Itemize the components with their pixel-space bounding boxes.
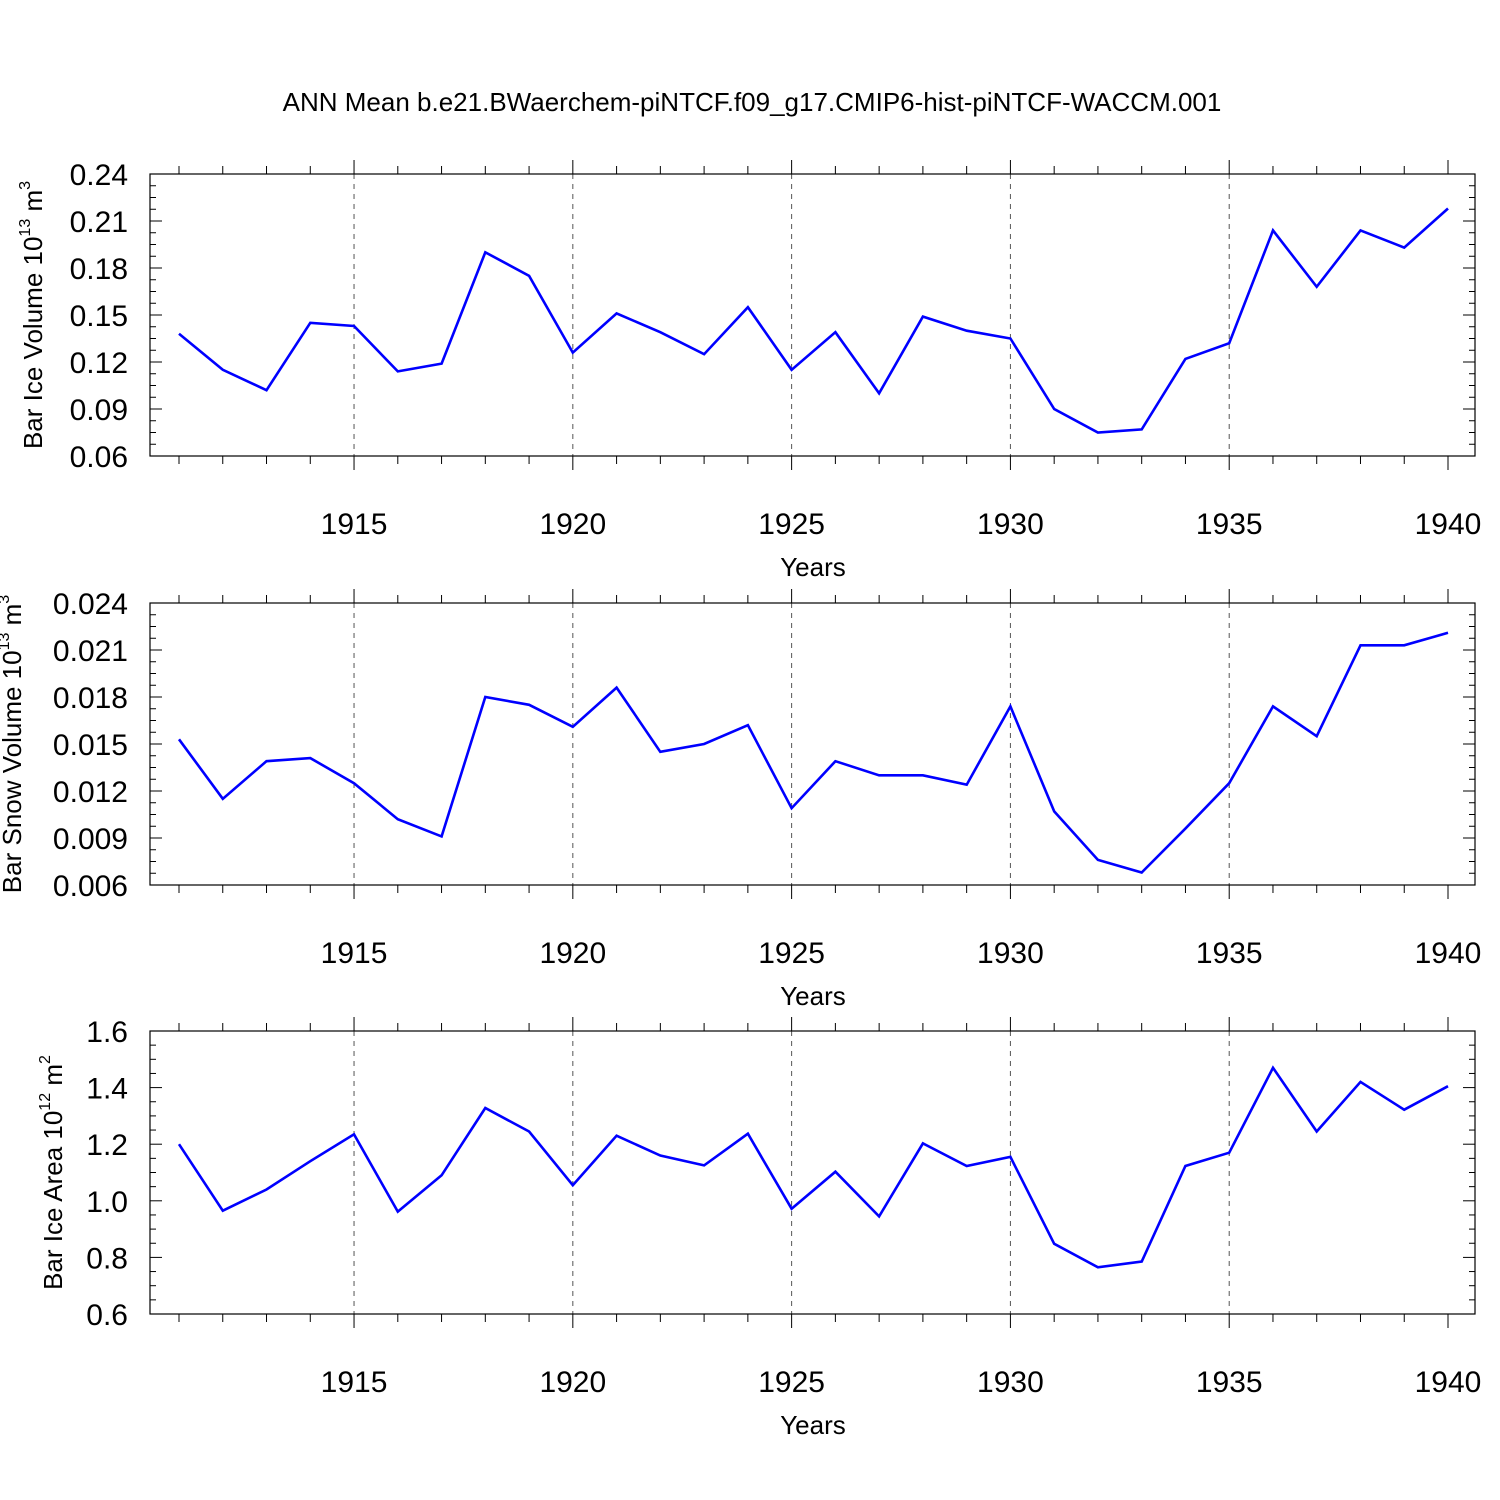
y-axis-label: Bar Snow Volume 1013 m3 — [0, 595, 27, 894]
y-tick-label: 0.015 — [53, 729, 128, 762]
x-tick-label: 1940 — [1415, 1366, 1482, 1399]
panel-3: 0.6 0.8 1.0 1.2 1.4 1.6 1915 1920 1925 1930 1935 19… — [37, 1016, 1481, 1440]
x-tick-label: 1930 — [977, 937, 1044, 970]
x-tick-label: 1915 — [321, 1366, 388, 1399]
plot-frame — [149, 173, 1476, 457]
y-axis-label-unit-exponent: 2 — [37, 1055, 54, 1064]
y-axis-label-text: Bar Ice Area 10 — [38, 1111, 68, 1290]
y-axis-label-unit-exponent: 3 — [0, 595, 13, 604]
y-axis-label-text: Bar Ice Volume 10 — [18, 237, 48, 449]
y-axis-label-unit: m — [18, 190, 48, 219]
y-tick-label: 1.6 — [86, 1016, 128, 1049]
x-tick-label: 1925 — [758, 937, 825, 970]
x-tick-label: 1915 — [321, 937, 388, 970]
x-tick-label: 1940 — [1415, 508, 1482, 541]
x-tick-label: 1930 — [977, 508, 1044, 541]
y-tick-label: 1.4 — [86, 1073, 128, 1106]
y-tick-label: 0.006 — [53, 870, 128, 903]
y-tick-label: 0.6 — [86, 1299, 128, 1332]
x-tick-label: 1925 — [758, 508, 825, 541]
series-line — [177, 631, 1449, 874]
y-axis-label: Bar Ice Volume 1013 m3 — [17, 181, 48, 449]
y-tick-label: 0.06 — [70, 441, 128, 474]
y-axis-label-unit: m — [38, 1064, 68, 1093]
y-tick-label: 0.12 — [70, 347, 128, 380]
x-axis-label: Years — [780, 981, 846, 1011]
x-tick-label: 1920 — [539, 937, 606, 970]
series-line — [178, 207, 1449, 434]
figure-title: ANN Mean b.e21.BWaerchem-piNTCF.f09_g17.… — [283, 87, 1222, 117]
x-tick-label: 1920 — [539, 508, 606, 541]
y-axis-label-unit-exponent: 3 — [17, 181, 34, 190]
y-tick-label: 0.018 — [53, 682, 128, 715]
y-axis-label-unit: m — [0, 604, 27, 633]
x-tick-label: 1935 — [1196, 1366, 1263, 1399]
x-axis-label: Years — [780, 1410, 846, 1440]
y-tick-label: 1.0 — [86, 1186, 128, 1219]
y-tick-label: 0.8 — [86, 1242, 128, 1275]
x-tick-label: 1935 — [1196, 508, 1263, 541]
x-tick-label: 1935 — [1196, 937, 1263, 970]
panel-2: 0.006 0.009 0.012 0.015 0.018 0.021 0.024 1915 1… — [0, 588, 1481, 1011]
series-line — [177, 1065, 1449, 1269]
panel-1: 0.06 0.09 0.12 0.15 0.18 0.21 0.24 1915 1920 1925… — [17, 159, 1481, 582]
y-tick-label: 0.09 — [70, 394, 128, 427]
y-tick-label: 0.15 — [70, 300, 128, 333]
x-axis-label: Years — [780, 552, 846, 582]
y-tick-label: 0.021 — [53, 635, 128, 668]
y-tick-label: 0.18 — [70, 253, 128, 286]
y-axis-label-exponent: 13 — [17, 219, 34, 237]
plot-frame — [149, 602, 1476, 886]
y-axis-label-exponent: 13 — [0, 632, 13, 650]
y-axis-label-exponent: 12 — [37, 1093, 54, 1111]
x-tick-label: 1925 — [758, 1366, 825, 1399]
x-tick-label: 1920 — [539, 1366, 606, 1399]
y-axis-label: Bar Ice Area 1012 m2 — [37, 1055, 68, 1290]
y-tick-label: 0.21 — [70, 206, 128, 239]
y-tick-label: 0.024 — [53, 588, 128, 621]
x-tick-label: 1940 — [1415, 937, 1482, 970]
y-tick-label: 1.2 — [86, 1129, 128, 1162]
y-axis-label-text: Bar Snow Volume 10 — [0, 650, 27, 893]
y-tick-label: 0.012 — [53, 776, 128, 809]
x-tick-label: 1915 — [321, 508, 388, 541]
y-tick-label: 0.009 — [53, 823, 128, 856]
x-tick-label: 1930 — [977, 1366, 1044, 1399]
y-tick-label: 0.24 — [70, 159, 128, 192]
